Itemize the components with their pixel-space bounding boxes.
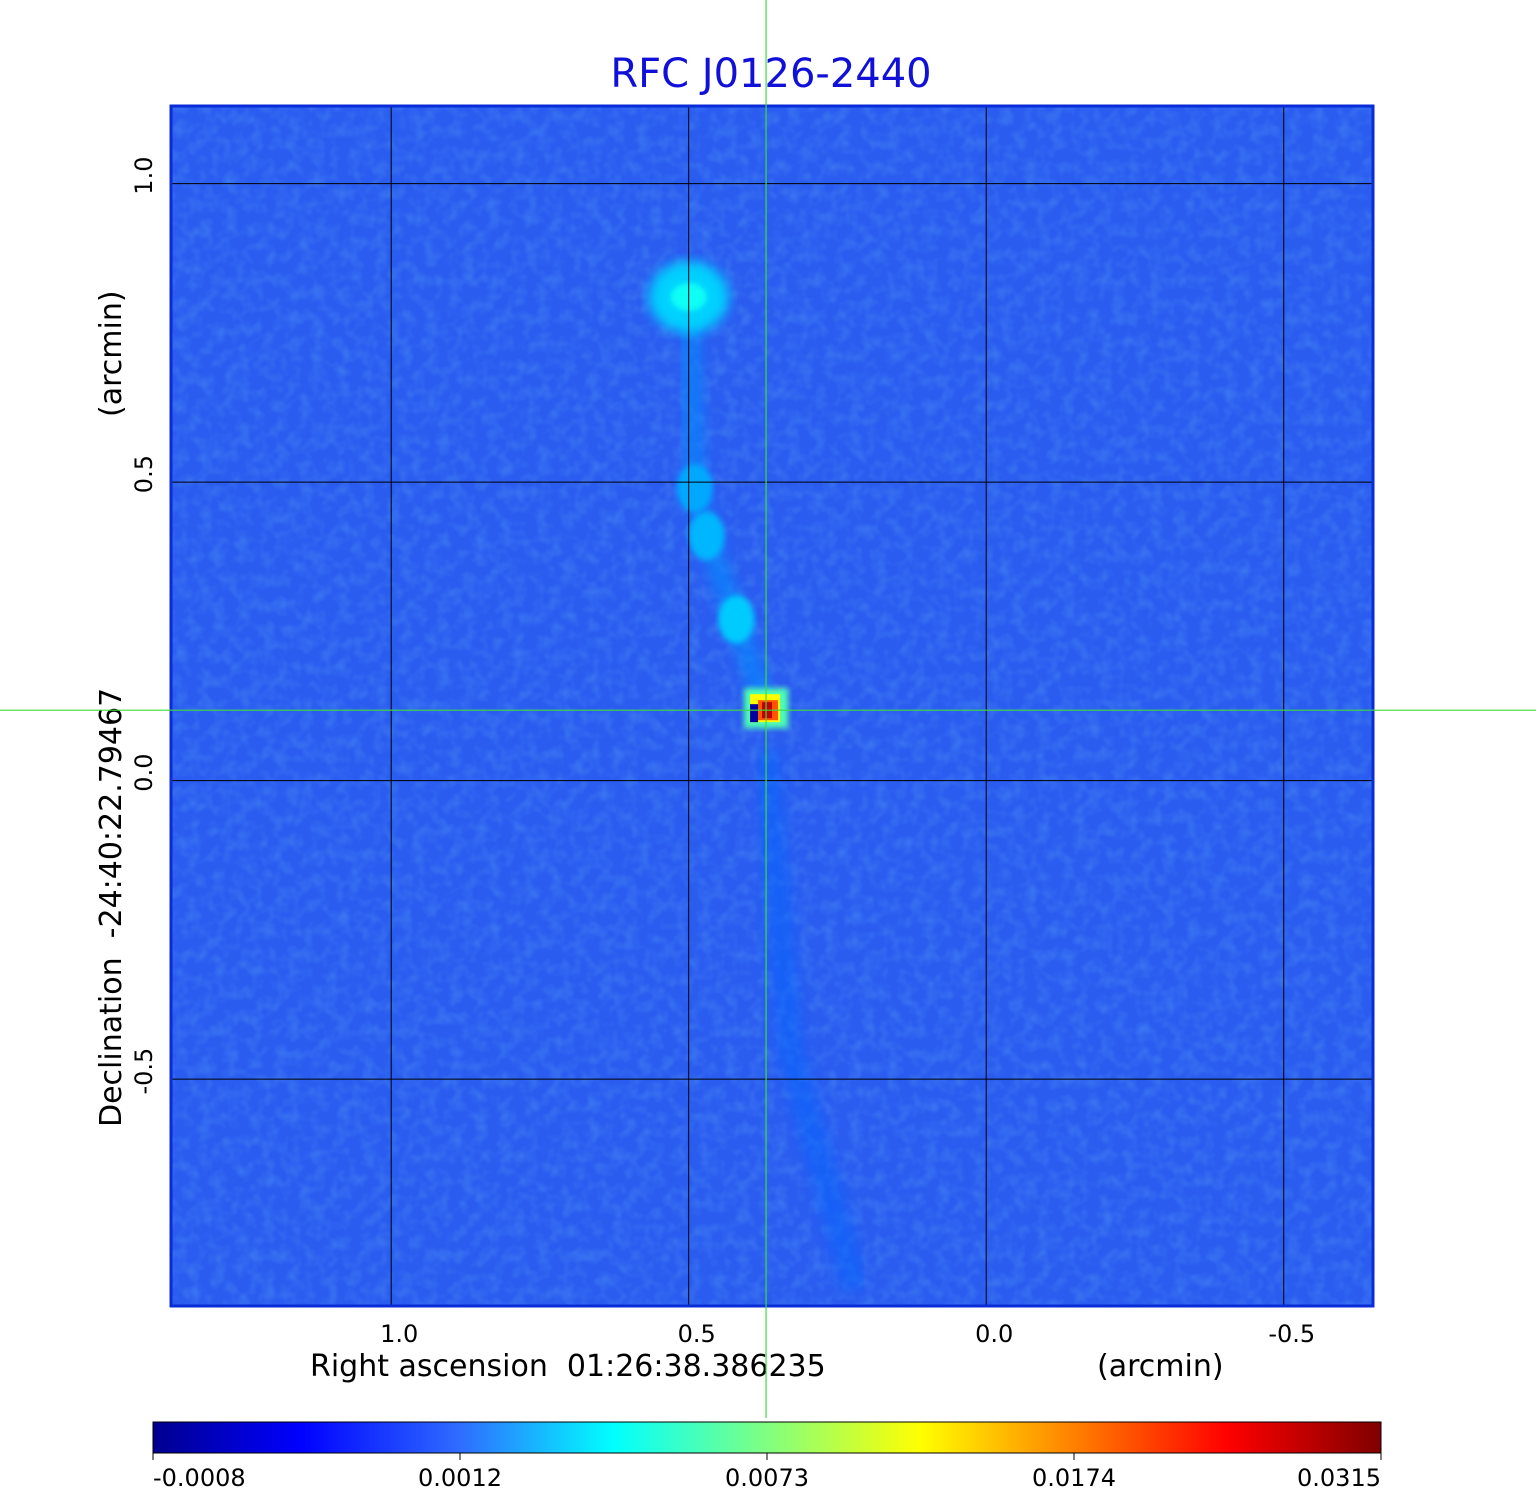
core-negative [750,704,759,723]
colorbar-tick-label: 0.0174 [1032,1464,1116,1492]
jet-knot [688,511,725,560]
y-tick-label: 1.0 [130,157,158,195]
image-area [171,106,1373,1306]
x-tick-label: 1.0 [380,1320,418,1348]
colorbar-tick-label: 0.0315 [1297,1464,1381,1492]
colorbar-tick-label: 0.0012 [418,1464,502,1492]
x-axis-label: Right ascension 01:26:38.386235 [310,1349,826,1384]
grid [171,106,1373,1306]
colorbar-tick-labels: -0.0008 0.0012 0.0073 0.0174 0.0315 [152,1453,1382,1492]
chart-title: RFC J0126-2440 [610,51,931,97]
x-tick-labels: 1.0 0.5 0.0 -0.5 [380,1320,1315,1348]
x-axis-unit: (arcmin) [1097,1349,1224,1384]
colorbar [152,1421,1382,1454]
x-tick-label: -0.5 [1268,1320,1315,1348]
y-tick-label: 0.5 [130,455,158,493]
y-tick-labels: 1.0 0.5 0.0 -0.5 [130,157,158,1095]
plot-frame [169,104,1375,1308]
y-axis-unit: (arcmin) [94,290,129,417]
x-tick-label: 0.0 [975,1320,1013,1348]
y-tick-label: 0.0 [130,754,158,792]
crosshair [0,0,1536,1418]
y-axis-label: Declination -24:40:22.79467 [94,688,129,1127]
jet-knot [676,464,713,513]
colorbar-tick-label: -0.0008 [153,1464,246,1492]
x-tick-label: 0.5 [678,1320,716,1348]
jet-knot [718,595,755,644]
y-tick-label: -0.5 [130,1048,158,1095]
colorbar-tick-label: 0.0073 [725,1464,809,1492]
counter-jet-ridge [753,749,868,1292]
